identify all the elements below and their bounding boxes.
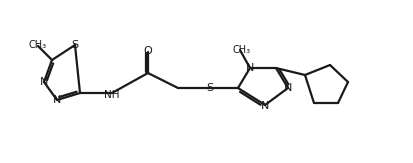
Text: O: O (144, 46, 152, 56)
Text: S: S (206, 83, 214, 93)
Text: N: N (284, 83, 292, 93)
Text: CH₃: CH₃ (233, 45, 251, 55)
Text: N: N (53, 95, 61, 105)
Text: N: N (261, 101, 269, 111)
Text: CH₃: CH₃ (29, 40, 47, 50)
Text: N: N (40, 77, 48, 87)
Text: NH: NH (104, 90, 120, 100)
Text: S: S (71, 40, 78, 50)
Text: N: N (246, 63, 254, 73)
